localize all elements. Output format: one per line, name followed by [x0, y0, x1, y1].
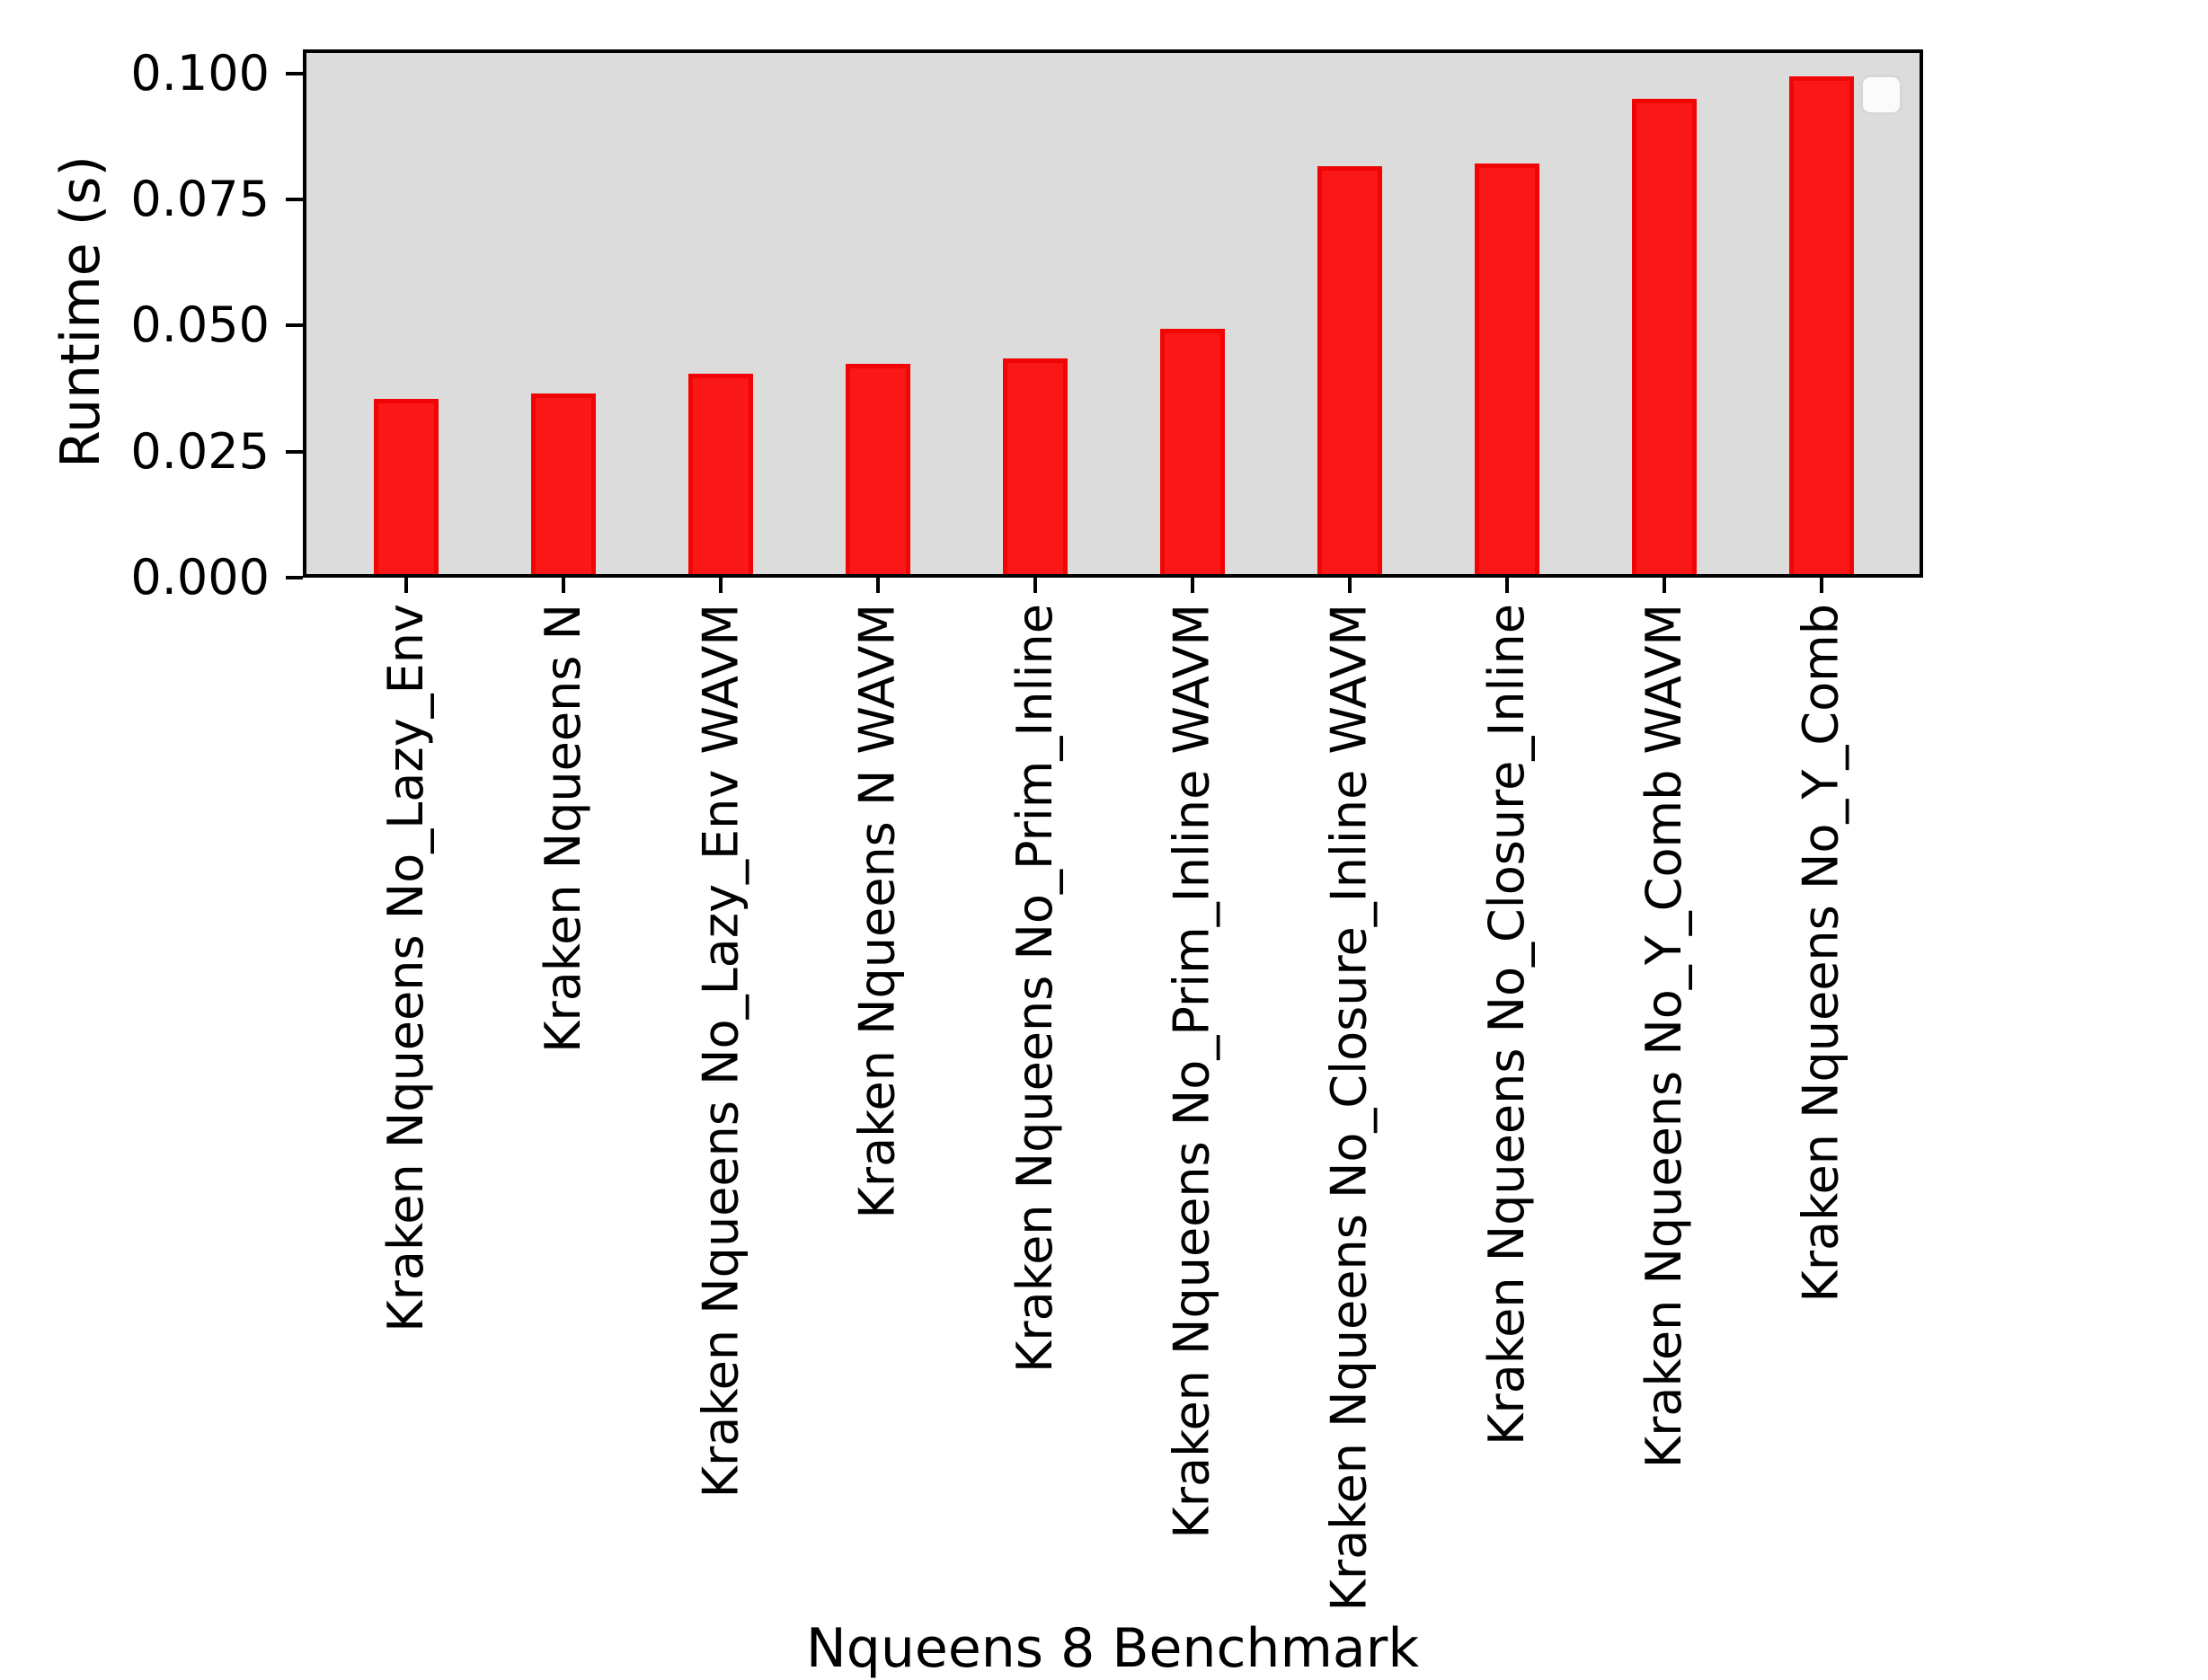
- bar: [846, 364, 910, 574]
- y-tick: [286, 72, 303, 75]
- plot-area: [303, 49, 1923, 578]
- x-tick: [404, 578, 408, 593]
- x-tick-label: Kraken Nqueens No_Closure_Inline WAVM: [1321, 604, 1378, 1612]
- bar: [374, 399, 439, 574]
- x-tick-label: Kraken Nqueens No_Closure_Inline: [1478, 604, 1535, 1446]
- x-tick-label: Kraken Nqueens No_Y_Comb: [1793, 604, 1849, 1303]
- y-tick-label: 0.025: [130, 423, 270, 480]
- y-tick-label: 0.000: [130, 549, 270, 606]
- x-tick-label: Kraken Nqueens No_Prim_Inline WAVM: [1164, 604, 1220, 1539]
- y-tick: [286, 576, 303, 579]
- bar: [531, 393, 596, 574]
- x-tick: [876, 578, 880, 593]
- bar: [1317, 166, 1382, 574]
- x-tick-label: Kraken Nqueens No_Prim_Inline: [1006, 604, 1063, 1373]
- x-tick-label: Kraken Nqueens No_Y_Comb WAVM: [1636, 604, 1692, 1469]
- x-tick: [1663, 578, 1666, 593]
- y-tick-label: 0.050: [130, 296, 270, 353]
- x-tick: [1505, 578, 1509, 593]
- y-tick: [286, 198, 303, 201]
- y-tick-label: 0.075: [130, 171, 270, 227]
- bar: [688, 374, 753, 574]
- y-tick-label: 0.100: [130, 45, 270, 102]
- x-tick-label: Kraken Nqueens N: [535, 604, 591, 1053]
- x-axis-label: Nqueens 8 Benchmark: [805, 1617, 1420, 1680]
- x-tick: [719, 578, 723, 593]
- x-tick: [1033, 578, 1037, 593]
- legend-box: [1860, 75, 1902, 115]
- x-tick-label: Kraken Nqueens No_Lazy_Env: [377, 604, 434, 1332]
- bar: [1475, 164, 1539, 574]
- x-tick: [1820, 578, 1823, 593]
- x-tick: [1348, 578, 1352, 593]
- x-tick: [1191, 578, 1194, 593]
- bar: [1003, 358, 1068, 574]
- y-tick: [286, 323, 303, 327]
- bar: [1160, 329, 1225, 574]
- bar: [1632, 99, 1697, 574]
- bar: [1789, 76, 1854, 574]
- y-tick: [286, 450, 303, 454]
- x-tick-label: Kraken Nqueens N WAVM: [849, 604, 906, 1219]
- x-tick-label: Kraken Nqueens No_Lazy_Env WAVM: [692, 604, 749, 1499]
- x-tick: [562, 578, 565, 593]
